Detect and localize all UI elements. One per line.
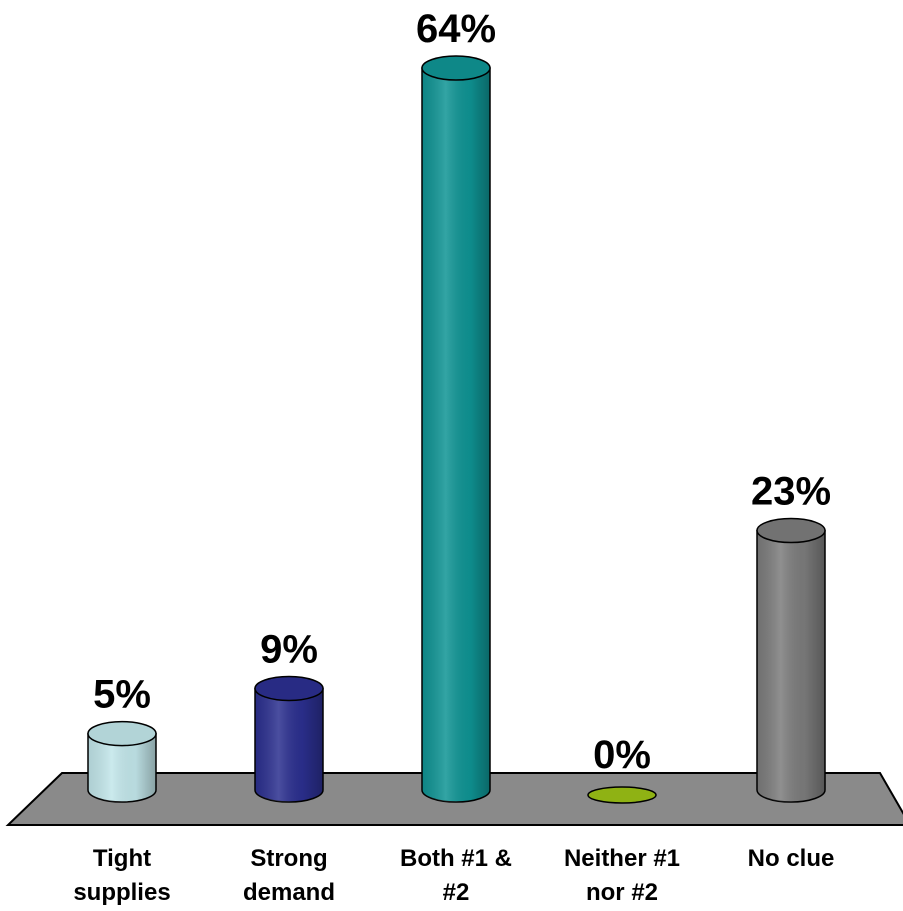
bar-2 <box>421 55 491 803</box>
data-label-2: 64% <box>416 7 496 51</box>
data-label-0: 5% <box>93 673 151 717</box>
bar-top <box>421 55 491 81</box>
category-label-3-line-0: Neither #1 <box>564 845 680 872</box>
bar-shading <box>757 530 825 802</box>
bar-top <box>87 720 157 747</box>
bar-3 <box>587 786 657 804</box>
data-label-4: 23% <box>751 470 831 514</box>
bar-0 <box>87 720 157 803</box>
category-label-0-line-0: Tight <box>93 845 151 872</box>
bar-top <box>587 786 657 804</box>
value-labels-group: 5% 9% 64% 0% 23% <box>93 7 831 777</box>
category-labels-group: Tight supplies Strong demand Both #1 & #2 Neit… <box>73 845 834 906</box>
data-label-1: 9% <box>260 627 318 671</box>
category-label-1-line-0: Strong <box>250 845 327 872</box>
category-label-2-line-0: Both #1 & <box>400 845 512 872</box>
bar-1 <box>254 675 324 803</box>
bar-shading <box>255 688 323 802</box>
category-label-1-line-1: demand <box>243 879 335 906</box>
bar-4 <box>756 517 826 803</box>
category-label-2-line-1: #2 <box>443 879 470 906</box>
bar-top <box>254 675 324 702</box>
bar-top <box>756 517 826 544</box>
bar-shading <box>422 68 490 802</box>
category-label-4-line-0: No clue <box>748 845 835 872</box>
data-label-3: 0% <box>593 733 651 777</box>
bars-group <box>87 55 826 804</box>
bar-shading <box>88 733 156 802</box>
category-label-0-line-1: supplies <box>73 879 170 906</box>
category-label-3-line-1: nor #2 <box>586 879 658 906</box>
